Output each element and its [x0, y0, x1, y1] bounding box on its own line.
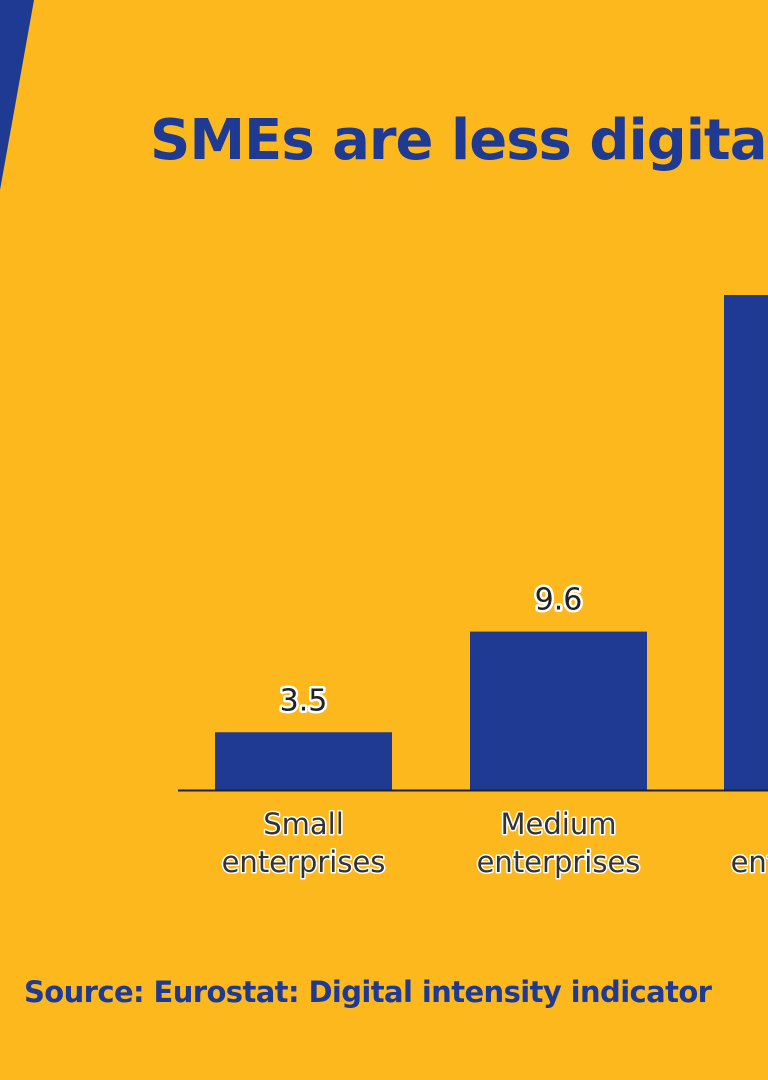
corner-stripe-decoration [0, 0, 34, 190]
category-label-2-line-1: enterprises [731, 845, 768, 879]
category-label-1-line-1: enterprises [477, 845, 641, 879]
source-note: Source: Eurostat: Digital intensity indi… [24, 975, 712, 1009]
value-labels-layer: 3.5 9.6 [277, 580, 585, 721]
bar-1 [470, 631, 647, 790]
category-labels-layer: SmallenterprisesMediumenterprisesLargeen… [220, 806, 768, 881]
page-title: SMEs are less digitalised [150, 108, 768, 173]
value-label-0: 3.5 [280, 683, 328, 718]
category-label-0-line-1: enterprises [222, 845, 386, 879]
bars-layer [215, 295, 768, 790]
category-label-0-line-0: Small [263, 807, 344, 841]
bar-0 [215, 732, 392, 790]
category-label-1-line-0: Medium [501, 807, 617, 841]
bar-2 [724, 295, 768, 790]
value-label-1: 9.6 [535, 583, 583, 618]
